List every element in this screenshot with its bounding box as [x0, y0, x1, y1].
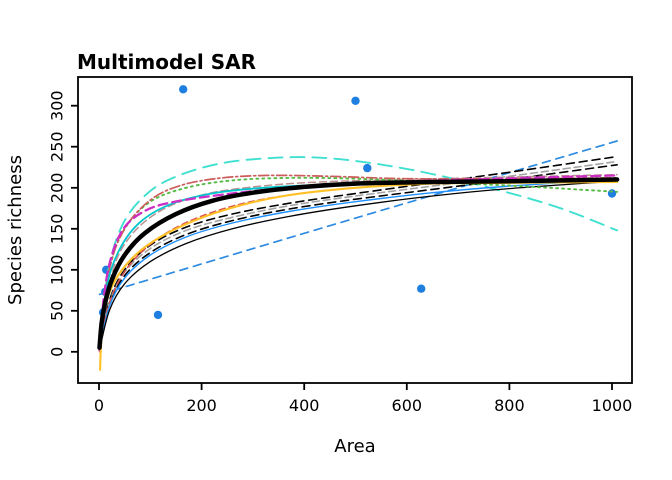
data-point: [417, 284, 426, 293]
y-tick-label: 150: [48, 214, 67, 245]
data-point: [363, 163, 372, 173]
curve-linear: [98, 140, 618, 296]
plot-border-box: [77, 76, 633, 384]
x-axis-label: Area: [334, 436, 376, 457]
curve-red-dash: [98, 177, 618, 353]
curve-gold-solid: [99, 180, 619, 371]
data-point: [351, 96, 360, 106]
chart-title: Multimodel SAR: [77, 50, 256, 74]
data-point: [153, 310, 163, 320]
x-tick-label: 800: [494, 396, 525, 415]
curve-black-thin: [98, 180, 618, 351]
y-tick-label: 250: [48, 131, 67, 162]
data-point: [607, 189, 617, 198]
curve-gray-dash: [98, 160, 618, 350]
x-tick-label: 400: [289, 396, 320, 415]
x-tick-label: 200: [186, 396, 217, 415]
y-tick-label: 50: [48, 301, 67, 321]
curve-blue-solid: [98, 178, 618, 351]
y-tick-label: 100: [48, 255, 67, 286]
curve-black-dash-b: [98, 164, 618, 351]
curve-rosybrown-dash: [98, 173, 618, 348]
curve-cyan-longdash: [98, 156, 619, 341]
x-axis: 0 200 400 600 800 1000: [94, 383, 632, 415]
data-point: [179, 85, 188, 94]
curve-black-dash-a: [98, 155, 618, 351]
curve-multimodel-average: [97, 177, 620, 350]
model-curves: [97, 140, 620, 371]
x-tick-label: 600: [392, 396, 423, 415]
y-axis: 0 50 100 150 200 250 300: [48, 90, 78, 357]
y-tick-label: 300: [48, 90, 67, 121]
y-tick-label: 0: [48, 347, 67, 357]
x-tick-label: 0: [94, 396, 104, 415]
x-tick-label: 1000: [592, 396, 633, 415]
y-tick-label: 200: [48, 173, 67, 204]
